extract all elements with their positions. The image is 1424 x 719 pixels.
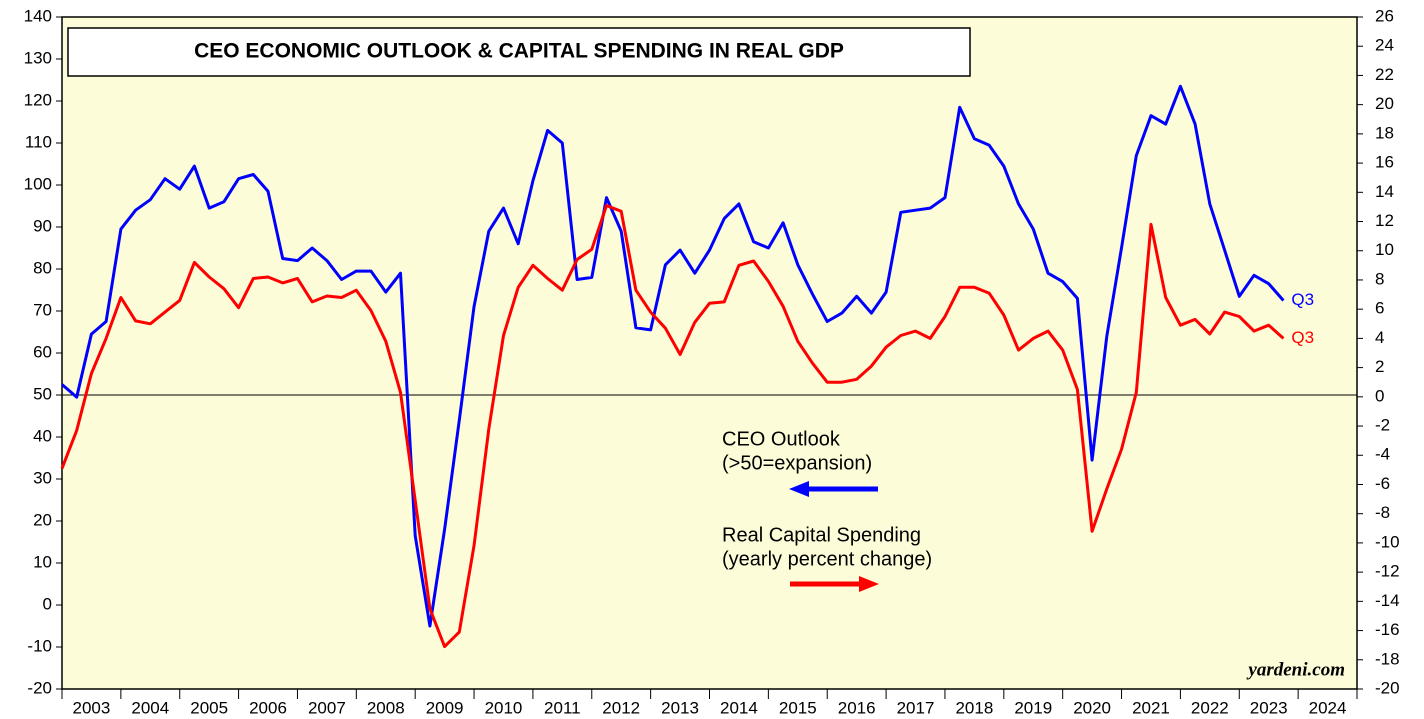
y2-tick-label: -4 (1375, 445, 1390, 464)
legend-label: CEO Outlook (722, 428, 841, 450)
y2-tick-label: 8 (1375, 269, 1384, 288)
y2-tick-label: 2 (1375, 357, 1384, 376)
x-tick-label: 2020 (1073, 698, 1111, 717)
y-tick-label: 100 (24, 174, 52, 193)
y-tick-label: 140 (24, 6, 52, 25)
y-tick-label: 80 (33, 258, 52, 277)
y2-tick-label: 14 (1375, 182, 1394, 201)
source-label: yardeni.com (1246, 659, 1345, 680)
y2-tick-label: 10 (1375, 240, 1394, 259)
y2-tick-label: -8 (1375, 503, 1390, 522)
series-line (60, 204, 1285, 649)
axes: -20-100102030405060708090100110120130140… (24, 6, 1400, 717)
series-line (61, 84, 1285, 628)
x-tick-label: 2012 (602, 698, 640, 717)
legend-label: Real Capital Spending (722, 524, 921, 546)
y-tick-label: 50 (33, 384, 52, 403)
plot-area (61, 16, 1358, 690)
legend-arrow (789, 481, 878, 497)
y2-tick-label: -12 (1375, 562, 1400, 581)
x-tick-label: 2018 (955, 698, 993, 717)
y-tick-label: 30 (33, 468, 52, 487)
y-tick-label: 130 (24, 48, 52, 67)
x-tick-label: 2023 (1250, 698, 1288, 717)
y2-tick-label: -6 (1375, 474, 1390, 493)
x-tick-label: 2011 (544, 698, 581, 717)
y2-tick-label: -16 (1375, 620, 1400, 639)
y2-tick-label: -2 (1375, 416, 1390, 435)
y2-tick-label: -18 (1375, 649, 1400, 668)
x-tick-label: 2016 (838, 698, 876, 717)
y-tick-label: 20 (33, 510, 52, 529)
x-tick-label: 2010 (485, 698, 523, 717)
y-tick-label: -20 (27, 678, 52, 697)
x-tick-label: 2019 (1014, 698, 1052, 717)
y2-tick-label: 16 (1375, 153, 1394, 172)
y2-tick-label: 0 (1375, 386, 1384, 405)
y2-tick-label: -14 (1375, 591, 1400, 610)
y-tick-label: 40 (33, 426, 52, 445)
x-tick-label: 2015 (779, 698, 817, 717)
x-tick-label: 2021 (1132, 698, 1170, 717)
x-tick-label: 2013 (661, 698, 699, 717)
y-tick-label: 70 (33, 300, 52, 319)
y2-tick-label: 20 (1375, 94, 1394, 113)
x-tick-label: 2014 (720, 698, 758, 717)
x-tick-label: 2006 (249, 698, 287, 717)
chart-title: CEO ECONOMIC OUTLOOK & CAPITAL SPENDING … (194, 40, 844, 63)
x-tick-label: 2007 (308, 698, 346, 717)
title-box (67, 27, 971, 77)
legend-description: (>50=expansion) (722, 452, 872, 474)
y2-tick-label: 22 (1375, 65, 1394, 84)
y2-tick-label: 18 (1375, 123, 1394, 142)
y-tick-label: 10 (33, 552, 52, 571)
y-tick-label: -10 (27, 636, 52, 655)
series-lines: Q3 Q3 (60, 84, 1314, 649)
y2-tick-label: -10 (1375, 532, 1400, 551)
y2-tick-label: 26 (1375, 6, 1394, 25)
y2-tick-label: 12 (1375, 211, 1394, 230)
y2-tick-label: 24 (1375, 36, 1394, 55)
x-tick-label: 2005 (190, 698, 228, 717)
x-tick-label: 2022 (1191, 698, 1229, 717)
end-label: Q3 (1291, 290, 1314, 309)
y2-tick-label: 6 (1375, 299, 1384, 318)
legend-arrow (790, 576, 879, 592)
y2-tick-label: -20 (1375, 678, 1400, 697)
y-tick-label: 90 (33, 216, 52, 235)
y-tick-label: 110 (25, 132, 52, 151)
x-tick-label: 2008 (367, 698, 405, 717)
x-tick-label: 2003 (73, 698, 111, 717)
end-label: Q3 (1291, 328, 1314, 347)
y2-tick-label: 4 (1375, 328, 1384, 347)
y-tick-label: 0 (43, 594, 52, 613)
y-tick-label: 120 (24, 90, 52, 109)
x-tick-label: 2024 (1309, 698, 1347, 717)
y-tick-label: 60 (33, 342, 52, 361)
x-tick-label: 2009 (426, 698, 464, 717)
x-tick-label: 2004 (131, 698, 169, 717)
legend-description: (yearly percent change) (722, 548, 932, 570)
x-tick-label: 2017 (897, 698, 935, 717)
